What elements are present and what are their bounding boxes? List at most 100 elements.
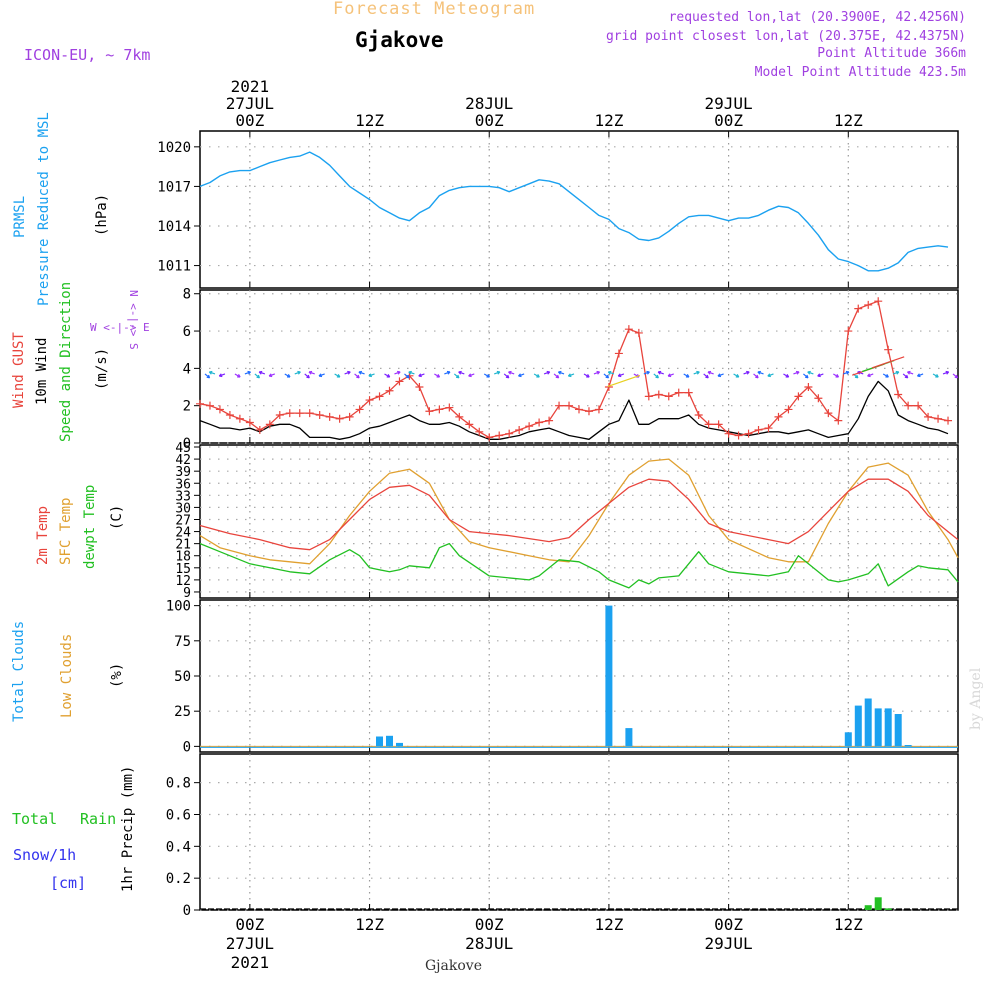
wind-dir-arrowhead bbox=[508, 370, 512, 375]
wind-dir-arrowhead bbox=[735, 374, 740, 378]
total-clouds-bar bbox=[396, 742, 403, 747]
temp-y-tick-label: 33 bbox=[175, 489, 191, 504]
clouds-y-tick-label: 25 bbox=[174, 704, 191, 720]
wind-dir-arrowhead bbox=[617, 373, 622, 378]
wind-gust-line bbox=[199, 300, 949, 439]
wind-gust-marker bbox=[794, 392, 803, 401]
wind-dir-arrowhead bbox=[536, 374, 540, 378]
top-x-tick-label: 12Z bbox=[594, 111, 623, 130]
temp-2m-line bbox=[199, 478, 959, 551]
wind-dir-arrowhead bbox=[308, 370, 313, 375]
total-clouds-bar bbox=[854, 705, 862, 747]
wind-dir-arrowhead bbox=[804, 374, 809, 379]
temp-y-tick-label: 18 bbox=[175, 550, 191, 565]
rain-bar bbox=[874, 897, 882, 910]
wind-unit: (m/s) bbox=[94, 348, 110, 390]
wind-gust-marker bbox=[844, 327, 853, 336]
wind-dir-arrowhead bbox=[347, 370, 351, 375]
wind-gust-marker bbox=[864, 300, 873, 309]
wind-gust-marker bbox=[764, 424, 773, 433]
temp-y-tick-label: 42 bbox=[175, 453, 191, 468]
wind-gust-marker bbox=[824, 409, 833, 418]
wind-dir-arrowhead bbox=[657, 370, 662, 375]
wind-dir-arrowhead bbox=[655, 374, 659, 379]
wind-speed-line bbox=[199, 380, 949, 440]
total-clouds-bar bbox=[864, 698, 872, 747]
temp-y-tick-label: 36 bbox=[175, 477, 191, 492]
bottom-x-tick-label: 29JUL bbox=[705, 934, 753, 953]
wind-gust-marker bbox=[624, 325, 633, 334]
precip-y-tick-label: 0 bbox=[183, 903, 191, 919]
wind-dir-arrowhead bbox=[596, 370, 601, 375]
wind-y-tick-label: 0 bbox=[183, 436, 191, 452]
total-clouds-bar bbox=[605, 605, 613, 747]
wind-dir-arrowhead bbox=[446, 370, 451, 375]
wind-gust-marker bbox=[614, 349, 623, 358]
clouds-y-tick-label: 100 bbox=[166, 599, 191, 615]
wind-gust-marker bbox=[654, 390, 663, 399]
temp-y-tick-label: 12 bbox=[175, 574, 191, 589]
temp-y-tick-label: 24 bbox=[175, 526, 191, 541]
wind-dir-arrowhead bbox=[418, 373, 422, 378]
wind-gust-marker bbox=[924, 412, 933, 421]
wind-dir-arrowhead bbox=[546, 370, 551, 375]
wind-dir-arrowhead bbox=[917, 373, 921, 378]
wind-gust-marker bbox=[674, 388, 683, 397]
wind-gust-marker bbox=[535, 418, 544, 427]
wind-gust-marker bbox=[834, 416, 843, 425]
temp-label-2m: 2m Temp bbox=[35, 506, 51, 565]
precip-label-snow: Snow/1h bbox=[13, 846, 76, 864]
top-x-tick-label: 00Z bbox=[714, 111, 743, 130]
top-x-tick-label: 27JUL bbox=[226, 94, 274, 113]
wind-y-tick-label: 6 bbox=[183, 324, 191, 340]
wind-gust-marker bbox=[375, 392, 384, 401]
clouds-y-tick-label: 50 bbox=[174, 669, 191, 685]
wind-gust-marker bbox=[205, 401, 214, 410]
wind-gust-marker bbox=[714, 420, 723, 429]
wind-gust-marker bbox=[914, 401, 923, 410]
wind-gust-marker bbox=[874, 297, 883, 306]
wind-dir-arrowhead bbox=[356, 374, 360, 379]
wind-gust-marker bbox=[704, 420, 713, 429]
wind-gust-marker bbox=[265, 420, 274, 429]
wind-gust-marker bbox=[385, 386, 394, 395]
wind-gust-marker bbox=[505, 429, 514, 438]
top-x-tick-label: 2021 bbox=[231, 77, 270, 96]
wind-dir-arrowhead bbox=[667, 373, 672, 378]
wind-dir-arrowhead bbox=[306, 374, 310, 379]
wind-gust-marker bbox=[575, 405, 583, 414]
point-altitude: Point Altitude 366m bbox=[817, 46, 966, 61]
wind-gust-marker bbox=[644, 392, 653, 401]
temp-y-tick-label: 45 bbox=[175, 441, 191, 456]
wind-dir-arrowhead bbox=[386, 374, 391, 378]
wind-gust-marker bbox=[425, 407, 434, 416]
wind-strong-arrow bbox=[871, 356, 905, 369]
precip-y-tick-label: 0.6 bbox=[166, 807, 191, 823]
wind-dir-arrowhead bbox=[557, 370, 562, 375]
wind-gust-marker bbox=[634, 328, 643, 337]
wind-gust-marker bbox=[335, 414, 344, 423]
total-clouds-bar bbox=[874, 708, 882, 747]
total-clouds-bar bbox=[844, 732, 852, 747]
wind-gust-marker bbox=[694, 411, 703, 420]
wind-gust-marker bbox=[245, 418, 254, 427]
temp-label-sfc: SFC Temp bbox=[58, 498, 74, 565]
wind-dir-arrowhead bbox=[586, 374, 590, 378]
top-x-tick-label: 12Z bbox=[834, 111, 863, 130]
wind-gust-marker bbox=[664, 392, 673, 401]
wind-gust-marker bbox=[565, 401, 574, 410]
bottom-x-tick-label: 12Z bbox=[594, 915, 623, 934]
wind-dir-arrowhead bbox=[904, 374, 909, 379]
wind-gust-marker bbox=[365, 396, 374, 405]
pressure-y-tick-label: 1017 bbox=[157, 179, 191, 195]
dewpt-line bbox=[199, 542, 959, 589]
wind-dir-arrowhead bbox=[336, 374, 341, 378]
wind-dir-arrowhead bbox=[817, 373, 821, 378]
wind-dir-arrowhead bbox=[717, 373, 722, 378]
total-clouds-bar bbox=[904, 745, 912, 747]
footer-station: Gjakove bbox=[425, 958, 482, 974]
wind-dir-arrowhead bbox=[907, 370, 911, 375]
wind-dir-arrowhead bbox=[767, 373, 771, 378]
wind-dir-arrowhead bbox=[318, 373, 323, 378]
precip-label-rain: Rain bbox=[80, 810, 116, 828]
